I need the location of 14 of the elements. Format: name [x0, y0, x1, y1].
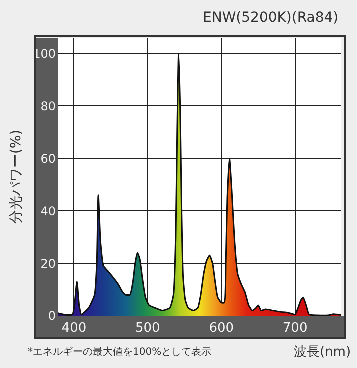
chart-title: ENW(5200K)(Ra84) [203, 10, 339, 26]
y-tick-label: 80 [40, 99, 56, 114]
y-tick-label: 60 [40, 152, 56, 166]
y-tick-label: 40 [40, 204, 56, 218]
y-axis-title: 分光パワー(%) [8, 130, 25, 224]
x-tick-label: 600 [209, 321, 234, 336]
x-tick-label: 500 [135, 321, 160, 336]
y-tick-label: 100 [33, 46, 56, 61]
x-tick-label: 700 [282, 321, 308, 336]
y-tick-label: 0 [48, 309, 56, 324]
y-tick-label: 20 [40, 256, 56, 271]
x-axis-title: 波長(nm) [294, 345, 352, 360]
x-tick-label: 400 [62, 321, 87, 336]
text: *エネルギーの最大値を100%として表示 [28, 346, 212, 358]
